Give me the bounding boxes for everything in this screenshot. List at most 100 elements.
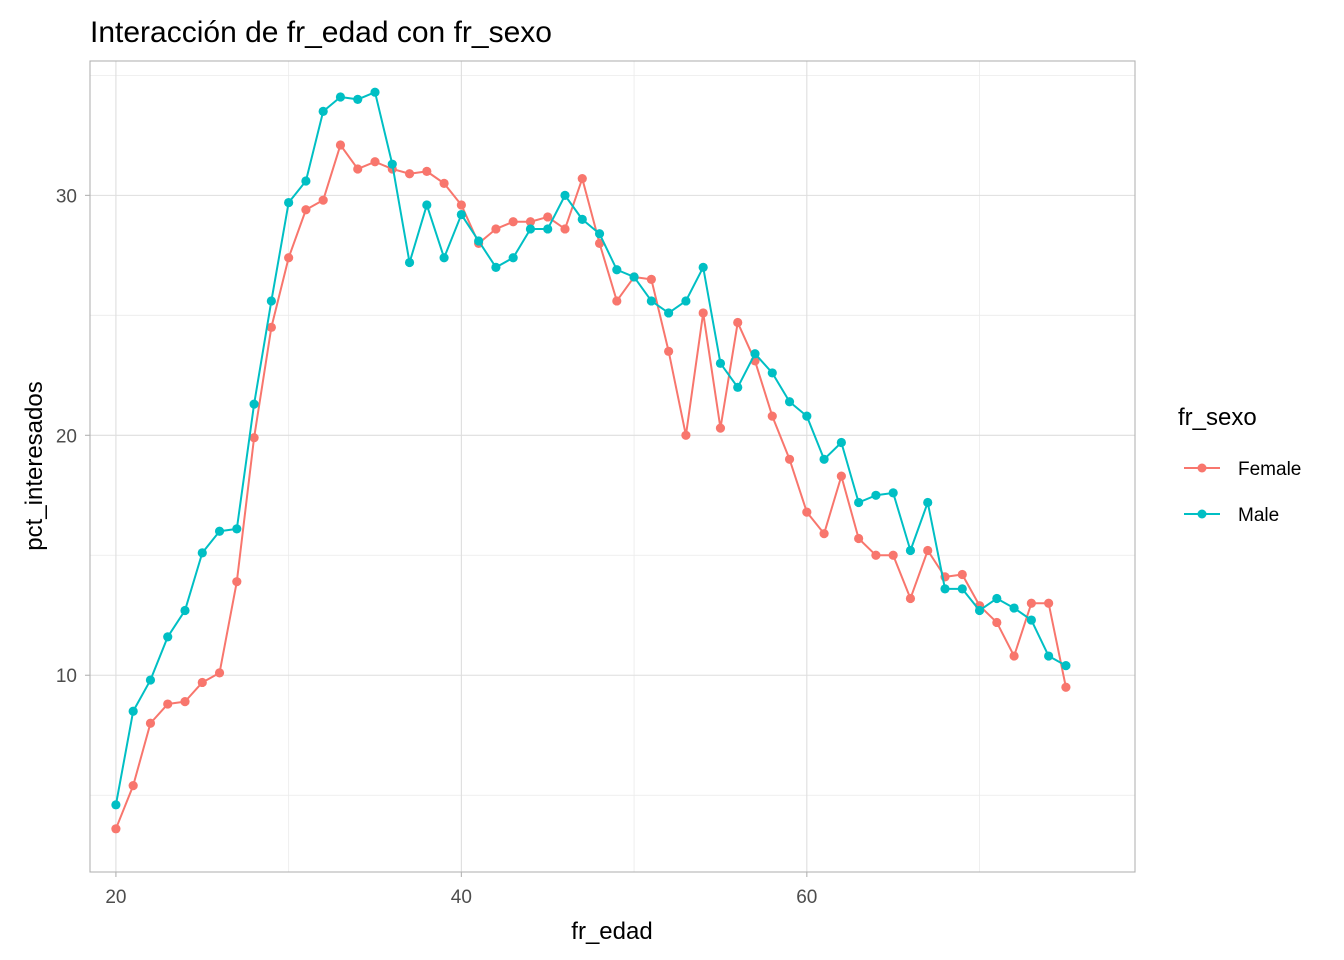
legend-title: fr_sexo	[1178, 404, 1257, 431]
data-point-male	[836, 437, 846, 448]
data-point-male	[249, 399, 259, 409]
legend: fr_sexo Female Male	[1178, 404, 1301, 526]
data-point-female	[819, 529, 829, 539]
data-point-female	[664, 346, 674, 356]
data-point-female	[957, 569, 967, 580]
data-point-male	[802, 411, 812, 421]
data-point-male	[145, 675, 156, 685]
data-point-male	[819, 454, 829, 464]
data-point-female	[197, 677, 207, 688]
data-point-female	[698, 308, 708, 318]
data-point-male	[456, 209, 466, 220]
data-point-male	[629, 272, 639, 282]
x-tick-label: 60	[796, 887, 817, 908]
data-point-male	[491, 262, 501, 272]
data-point-female	[836, 471, 846, 481]
data-point-female	[128, 781, 138, 791]
x-axis-ticks: 20 40 60	[105, 872, 817, 908]
data-point-male	[750, 349, 760, 359]
y-tick-label: 10	[56, 666, 77, 687]
data-point-female	[301, 205, 311, 215]
data-point-male	[733, 382, 743, 392]
data-point-male	[1061, 661, 1071, 671]
data-point-female	[784, 454, 795, 464]
data-point-female	[145, 718, 156, 728]
data-point-male	[284, 197, 294, 208]
data-point-male	[974, 605, 985, 616]
series-line-male	[114, 91, 1067, 806]
data-point-male	[163, 632, 173, 642]
data-point-male	[266, 296, 276, 306]
data-point-male	[180, 605, 190, 616]
data-point-male	[508, 253, 518, 263]
data-point-male	[353, 94, 363, 104]
data-point-female	[1044, 598, 1054, 608]
data-point-male	[232, 524, 242, 534]
data-point-female	[353, 164, 363, 174]
data-point-female	[1009, 651, 1019, 661]
minor-gridlines	[90, 61, 1135, 872]
data-point-male	[387, 159, 397, 169]
series-layer	[111, 87, 1071, 834]
data-point-male	[612, 265, 622, 275]
data-point-male	[214, 526, 225, 536]
data-point-female	[1061, 682, 1071, 692]
data-point-female	[888, 550, 898, 560]
data-point-female	[992, 617, 1002, 628]
data-point-male	[422, 200, 432, 210]
data-point-female	[335, 140, 346, 150]
chart-title: Interacción de fr_edad con fr_sexo	[90, 16, 552, 49]
series-female	[111, 140, 1071, 834]
data-point-male	[1009, 603, 1019, 613]
data-point-male	[905, 545, 916, 556]
data-point-female	[681, 430, 691, 440]
data-point-male	[715, 358, 726, 368]
data-point-male	[111, 800, 121, 810]
data-point-female	[508, 217, 518, 227]
data-point-male	[957, 584, 967, 594]
x-axis-title: fr_edad	[571, 918, 652, 945]
data-point-female	[318, 195, 328, 205]
legend-label-female: Female	[1238, 459, 1301, 480]
data-point-female	[871, 550, 881, 560]
data-point-female	[266, 322, 276, 332]
series-male	[111, 87, 1071, 810]
major-gridlines	[90, 61, 1135, 872]
data-point-female	[456, 200, 466, 210]
x-tick-label: 40	[451, 887, 472, 908]
legend-key-point-male	[1197, 509, 1207, 519]
data-point-female	[646, 274, 656, 284]
data-point-male	[560, 190, 570, 200]
data-point-female	[180, 697, 190, 707]
data-point-male	[128, 706, 138, 716]
data-point-female	[163, 699, 173, 709]
data-point-male	[940, 584, 950, 594]
data-point-male	[301, 176, 311, 186]
data-point-female	[577, 173, 587, 184]
data-point-female	[767, 411, 777, 421]
data-point-male	[923, 497, 933, 508]
data-point-female	[525, 217, 536, 227]
data-point-male	[767, 368, 777, 378]
data-point-female	[715, 423, 726, 433]
data-point-female	[422, 166, 432, 176]
series-line-female	[114, 143, 1067, 830]
data-point-female	[854, 533, 864, 544]
data-point-male	[1026, 615, 1036, 625]
data-point-female	[232, 577, 242, 587]
legend-key-point-female	[1197, 463, 1207, 473]
data-point-male	[871, 490, 881, 500]
data-point-female	[560, 224, 570, 234]
legend-item-male: Male	[1184, 505, 1279, 526]
y-axis-title: pct_interesados	[21, 381, 48, 550]
data-point-female	[802, 507, 812, 517]
data-point-male	[888, 488, 898, 498]
data-point-female	[594, 238, 605, 248]
data-point-male	[543, 224, 553, 234]
y-tick-label: 30	[56, 186, 77, 207]
data-point-male	[474, 236, 484, 246]
data-point-male	[698, 262, 708, 272]
data-point-female	[214, 668, 225, 678]
data-point-female	[249, 433, 259, 443]
data-point-female	[370, 157, 380, 167]
